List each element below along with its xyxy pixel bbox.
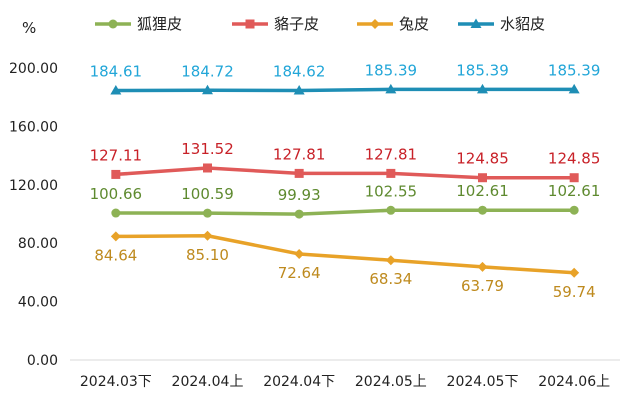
legend-label: 狐狸皮 — [137, 15, 182, 33]
x-tick-label: 2024.06上 — [538, 374, 610, 390]
data-label: 185.39 — [548, 61, 601, 79]
data-point — [568, 83, 580, 94]
data-label: 124.85 — [548, 150, 601, 168]
data-label-group: 100.66 100.59 99.93 102.55 102.61 102.61 127.1… — [90, 61, 601, 300]
series — [110, 230, 580, 278]
legend-swatch-marker — [245, 19, 255, 29]
data-label: 127.81 — [365, 145, 418, 163]
data-point — [294, 168, 304, 178]
data-label: 59.74 — [553, 283, 596, 301]
data-label: 184.62 — [273, 62, 326, 80]
series — [110, 83, 580, 95]
legend-item: 兔皮 — [357, 15, 429, 33]
data-label: 68.34 — [369, 270, 412, 288]
legend-label: 貉子皮 — [274, 15, 319, 33]
data-point — [386, 168, 396, 178]
data-point — [110, 231, 121, 242]
data-point — [385, 255, 396, 266]
series-line — [114, 234, 576, 275]
data-point — [569, 173, 579, 183]
data-point — [477, 261, 488, 272]
data-label: 185.39 — [456, 61, 509, 79]
data-point — [385, 83, 397, 94]
legend-swatch-marker — [108, 19, 118, 29]
data-label: 84.64 — [94, 246, 137, 264]
data-point — [569, 267, 580, 278]
y-axis-label: % — [22, 19, 36, 37]
data-point — [110, 84, 122, 95]
data-point — [293, 84, 305, 95]
y-tick-label: 120.00 — [9, 178, 58, 194]
data-label: 127.81 — [273, 145, 326, 163]
data-point — [294, 248, 305, 259]
series-line — [114, 208, 576, 216]
legend-swatch-marker — [370, 19, 380, 29]
x-tick-label: 2024.05上 — [355, 374, 427, 390]
data-label: 63.79 — [461, 277, 504, 295]
data-label: 100.66 — [90, 185, 143, 203]
data-point — [478, 173, 487, 183]
data-label: 131.52 — [181, 140, 234, 158]
legend-item: 狐狸皮 — [95, 15, 182, 33]
data-point — [202, 230, 213, 241]
data-point — [386, 205, 396, 215]
data-point — [478, 205, 487, 215]
y-axis: 0.00 40.00 80.00 120.00 160.00 200.00 — [9, 61, 58, 369]
series-line — [114, 166, 576, 180]
y-tick-label: 160.00 — [9, 119, 58, 135]
data-point — [202, 84, 213, 95]
data-label: 124.85 — [456, 150, 509, 168]
x-tick-label: 2024.03下 — [80, 374, 152, 390]
data-point — [203, 163, 212, 173]
data-label: 102.61 — [456, 182, 509, 200]
x-tick-label: 2024.04上 — [172, 374, 244, 390]
y-tick-label: 80.00 — [18, 236, 58, 252]
legend-swatch-marker — [470, 18, 482, 28]
series-line — [114, 87, 576, 93]
data-label: 102.61 — [548, 182, 601, 200]
data-label: 85.10 — [186, 246, 229, 264]
x-tick-label: 2024.05下 — [447, 374, 519, 390]
legend-label: 水貂皮 — [500, 15, 545, 33]
data-point — [203, 208, 212, 218]
data-label: 99.93 — [278, 186, 321, 204]
data-point — [477, 83, 488, 94]
legend: 狐狸皮 貉子皮 兔皮 水貂皮 — [95, 15, 545, 33]
series-group — [110, 83, 580, 278]
x-axis: 2024.03下 2024.04上 2024.04下 2024.05上 2024.05下… — [80, 374, 610, 390]
data-label: 184.72 — [181, 62, 234, 80]
data-point — [294, 209, 304, 219]
y-tick-label: 0.00 — [27, 353, 58, 369]
data-label: 127.11 — [90, 146, 143, 164]
data-label: 184.61 — [90, 62, 143, 80]
y-tick-label: 40.00 — [18, 295, 58, 311]
data-point — [111, 169, 121, 179]
data-point — [111, 208, 121, 218]
data-label: 72.64 — [278, 264, 321, 282]
series — [111, 163, 579, 183]
legend-label: 兔皮 — [399, 15, 429, 33]
series — [111, 205, 579, 219]
legend-item: 水貂皮 — [458, 15, 545, 33]
y-tick-label: 200.00 — [9, 61, 58, 77]
legend-item: 貉子皮 — [232, 15, 319, 33]
data-point — [569, 205, 579, 215]
data-label: 100.59 — [181, 185, 234, 203]
data-label: 102.55 — [365, 182, 418, 200]
x-tick-label: 2024.04下 — [263, 374, 335, 390]
data-label: 185.39 — [365, 61, 418, 79]
